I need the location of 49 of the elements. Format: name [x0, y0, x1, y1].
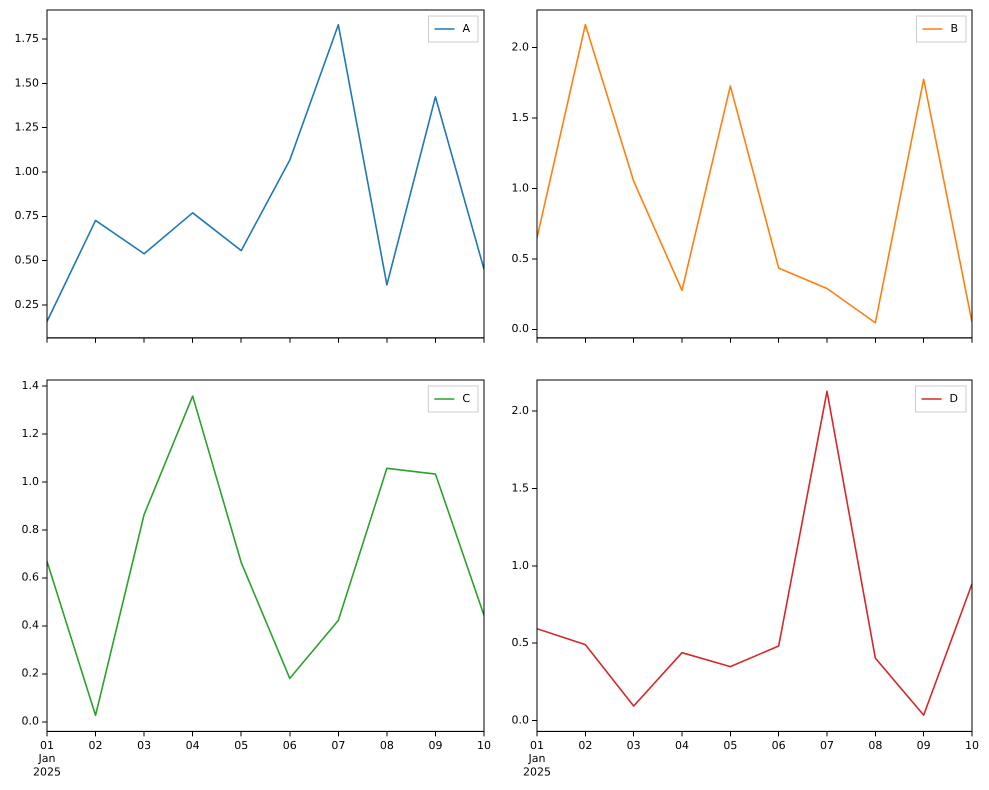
y-tick-label: 1.4: [22, 378, 39, 392]
x-tick-label: 07: [820, 738, 834, 752]
y-tick-label: 0.2: [22, 666, 39, 680]
y-tick-label: 1.5: [512, 481, 529, 494]
y-tick-label: 2.0: [512, 40, 529, 54]
x-tick-label: 10: [477, 738, 491, 752]
y-tick-label: 0.4: [22, 618, 39, 632]
x-tick-label: 03: [137, 738, 152, 752]
y-tick-label: 0.8: [22, 522, 39, 536]
x-tick-label: 05: [234, 738, 248, 752]
x-tick-label: 01 Jan 2025: [33, 738, 61, 778]
y-tick-label: 0.0: [22, 714, 39, 728]
x-tick-label: 06: [282, 738, 297, 752]
legend-label: A: [462, 22, 470, 35]
y-tick-label: 1.5: [512, 111, 529, 124]
y-tick-label: 1.0: [512, 558, 529, 572]
y-tick-label: 1.75: [14, 32, 39, 45]
y-tick-label: 0.0: [512, 322, 529, 336]
y-tick-label: 0.0: [512, 713, 529, 726]
x-tick-label: 08: [380, 738, 394, 752]
x-tick-label: 02: [578, 738, 592, 752]
y-tick-label: 1.50: [14, 76, 39, 90]
y-tick-label: 0.75: [14, 209, 39, 222]
y-tick-label: 0.50: [14, 254, 39, 267]
x-tick-label: 09: [916, 738, 931, 752]
x-tick-label: 09: [428, 738, 442, 752]
x-tick-label: 10: [965, 738, 979, 752]
x-tick-label: 01 Jan 2025: [523, 738, 551, 778]
y-tick-label: 2.0: [512, 404, 529, 418]
x-tick-label: 04: [675, 738, 689, 752]
x-tick-label: 05: [723, 738, 738, 752]
x-tick-label: 06: [772, 738, 786, 752]
y-tick-label: 1.0: [512, 181, 529, 194]
x-tick-label: 04: [186, 738, 200, 752]
legend-label: C: [462, 392, 470, 405]
y-tick-label: 1.00: [14, 164, 39, 178]
x-tick-label: 02: [88, 738, 103, 752]
y-tick-label: 1.2: [22, 426, 39, 440]
y-tick-label: 0.5: [512, 636, 529, 650]
x-tick-label: 03: [626, 738, 641, 752]
y-tick-label: 0.6: [22, 570, 39, 584]
x-tick-label: 08: [868, 738, 882, 752]
x-tick-label: 07: [331, 738, 346, 752]
legend-label: D: [950, 392, 958, 405]
y-tick-label: 1.0: [22, 474, 39, 488]
y-tick-label: 0.5: [512, 252, 529, 265]
legend-label: B: [950, 22, 958, 35]
y-tick-label: 0.25: [14, 298, 39, 311]
y-tick-label: 1.25: [14, 120, 39, 134]
